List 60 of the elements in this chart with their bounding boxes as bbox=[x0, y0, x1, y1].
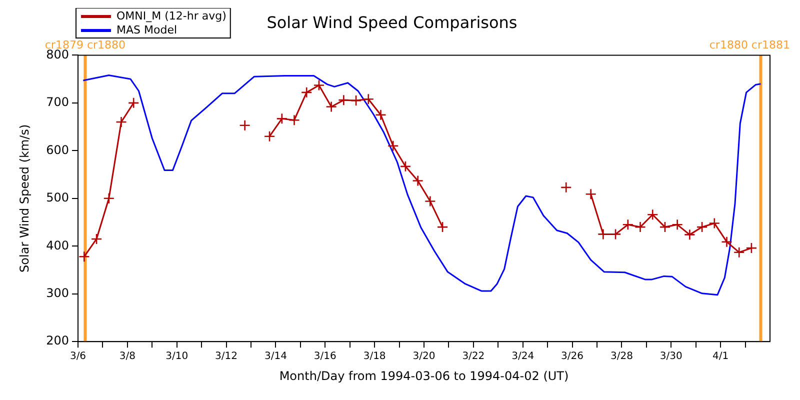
point bbox=[672, 219, 683, 230]
point bbox=[733, 246, 745, 258]
point bbox=[103, 192, 115, 204]
point bbox=[659, 221, 671, 233]
ref-line-label: cr1880 cr1881 bbox=[709, 38, 790, 52]
point bbox=[300, 86, 312, 98]
y-tick-label: 700 bbox=[46, 95, 69, 110]
point bbox=[560, 182, 572, 194]
point bbox=[646, 208, 658, 220]
x-axis-title: Month/Day from 1994-03-06 to 1994-04-02 (UT) bbox=[279, 368, 569, 383]
x-tick-label: 4/1 bbox=[712, 351, 729, 362]
point bbox=[708, 218, 720, 229]
y-tick-label: 200 bbox=[46, 334, 69, 348]
x-tick-label: 3/18 bbox=[363, 351, 386, 362]
point bbox=[90, 233, 102, 245]
y-tick-label: 300 bbox=[46, 286, 69, 300]
y-tick-label: 400 bbox=[46, 238, 69, 252]
point bbox=[746, 242, 758, 254]
point bbox=[128, 97, 140, 109]
x-tick-label: 3/22 bbox=[462, 351, 485, 362]
point bbox=[412, 175, 424, 186]
chart-title: Solar Wind Speed Comparisons bbox=[266, 12, 518, 32]
point bbox=[634, 221, 646, 233]
x-tick-label: 3/28 bbox=[610, 351, 633, 362]
point bbox=[326, 101, 337, 112]
point bbox=[400, 160, 412, 172]
x-tick-label: 3/6 bbox=[70, 351, 86, 362]
x-tick-label: 3/20 bbox=[412, 351, 436, 362]
point bbox=[622, 219, 634, 230]
legend-label: MAS Model bbox=[116, 23, 178, 36]
point bbox=[116, 116, 127, 128]
y-tick-label: 500 bbox=[46, 190, 69, 205]
x-tick-label: 3/16 bbox=[314, 351, 336, 362]
point bbox=[264, 130, 276, 142]
x-tick-label: 3/8 bbox=[119, 351, 136, 362]
x-tick-label: 3/30 bbox=[660, 351, 682, 362]
point bbox=[78, 250, 90, 262]
x-tick-label: 3/24 bbox=[512, 351, 534, 362]
point bbox=[375, 109, 386, 121]
x-tick-label: 3/26 bbox=[561, 351, 584, 362]
point bbox=[313, 80, 325, 91]
point bbox=[436, 221, 448, 233]
point bbox=[338, 94, 350, 106]
x-tick-label: 3/14 bbox=[264, 351, 287, 362]
point bbox=[585, 188, 596, 200]
legend-label: OMNI_M (12-hr avg) bbox=[116, 9, 226, 22]
point bbox=[350, 94, 362, 106]
y-axis-title: Solar Wind Speed (km/s) bbox=[17, 124, 32, 272]
point bbox=[362, 93, 374, 105]
x-tick-label: 3/12 bbox=[215, 351, 238, 362]
point bbox=[424, 196, 436, 207]
x-tick-label: 3/10 bbox=[166, 351, 188, 362]
y-tick-label: 600 bbox=[46, 142, 69, 157]
point bbox=[387, 140, 399, 152]
point bbox=[696, 221, 708, 233]
point bbox=[288, 114, 300, 126]
point bbox=[276, 113, 288, 124]
point bbox=[721, 236, 732, 248]
point bbox=[239, 120, 250, 132]
point bbox=[684, 229, 696, 240]
